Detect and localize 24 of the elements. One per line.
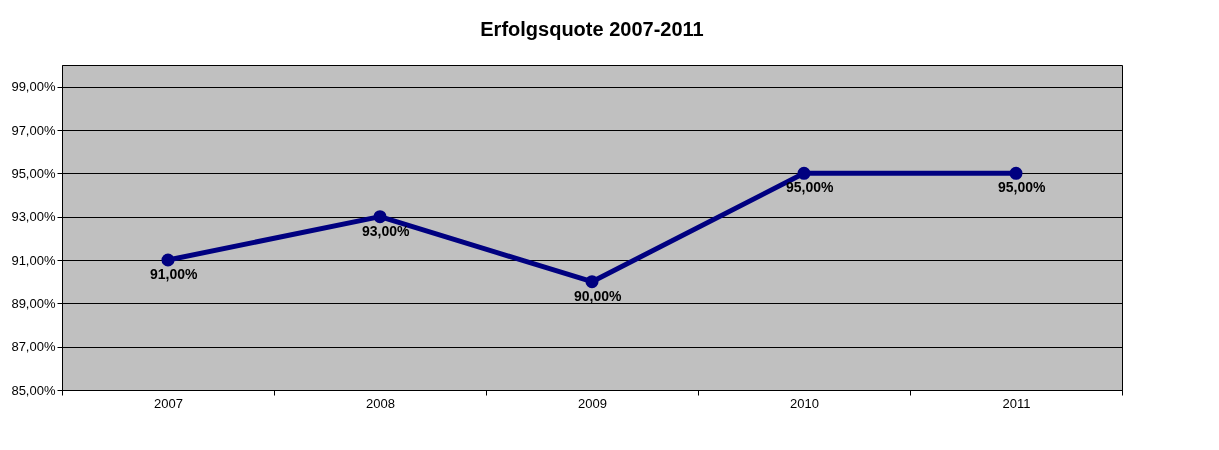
x-tick-label: 2009 bbox=[578, 395, 607, 411]
point bbox=[161, 253, 175, 267]
data-label: 95,00% bbox=[998, 179, 1047, 196]
y-tick-label: 95,00% bbox=[11, 165, 56, 181]
data-label: 93,00% bbox=[362, 222, 411, 239]
y-tick-label: 97,00% bbox=[11, 122, 56, 138]
y-tick-label: 87,00% bbox=[11, 339, 56, 355]
point bbox=[373, 210, 387, 224]
y-tick-label: 89,00% bbox=[11, 295, 56, 311]
data-label: 91,00% bbox=[150, 266, 199, 282]
point bbox=[1009, 166, 1023, 180]
data-label: 95,00% bbox=[786, 179, 835, 196]
x-tick-label: 2008 bbox=[366, 395, 395, 411]
y-tick-label: 93,00% bbox=[11, 209, 56, 225]
y-tick-label: 99,00% bbox=[11, 79, 56, 95]
x-tick-label: 2010 bbox=[790, 395, 819, 411]
x-tick-label: 2007 bbox=[154, 395, 183, 411]
chart-title: Erfolgsquote 2007-2011 bbox=[480, 18, 704, 40]
y-tick-label: 91,00% bbox=[11, 252, 56, 268]
x-tick-label: 2011 bbox=[1002, 395, 1031, 411]
point bbox=[797, 166, 811, 180]
point bbox=[585, 275, 599, 289]
data-label: 90,00% bbox=[574, 287, 623, 304]
y-tick-label: 85,00% bbox=[11, 382, 56, 398]
